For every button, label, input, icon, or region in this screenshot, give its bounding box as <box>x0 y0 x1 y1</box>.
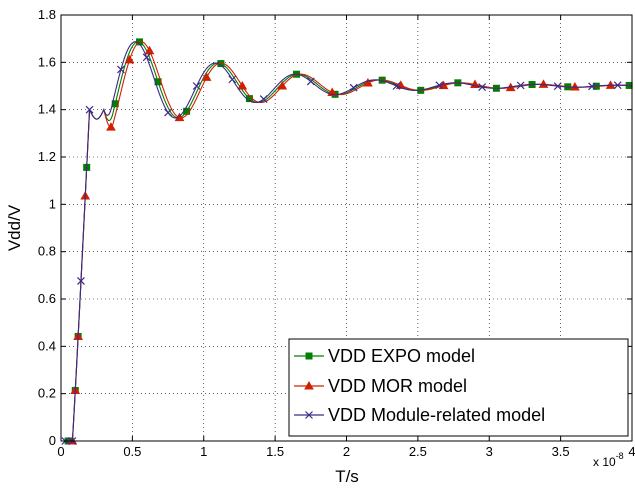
series-point <box>553 82 562 91</box>
y-tick-label: 1.4 <box>38 102 56 117</box>
legend-label: VDD EXPO model <box>328 346 475 366</box>
y-tick-label: 0.6 <box>38 291 56 306</box>
x-tick-label: 0 <box>57 444 64 459</box>
series-point <box>570 82 580 91</box>
y-tick-label: 1.8 <box>38 7 56 22</box>
series-line <box>61 41 633 442</box>
series-point <box>259 95 268 104</box>
series-point <box>306 77 315 86</box>
series-point <box>613 81 622 90</box>
x-tick-label: 3 <box>486 444 493 459</box>
series-point <box>363 78 373 87</box>
y-tick-label: 0.4 <box>38 338 56 353</box>
series-point <box>142 53 151 62</box>
x-multiplier-base: x 10 <box>593 455 616 469</box>
y-tick-label: 1.6 <box>38 54 56 69</box>
series-point <box>124 54 135 64</box>
y-tick-label: 1 <box>49 196 56 211</box>
series-point <box>237 80 248 90</box>
series-point <box>305 352 313 360</box>
series-point <box>201 72 212 81</box>
series-point <box>192 82 201 90</box>
x-multiplier-exponent: -8 <box>616 451 624 461</box>
series-point <box>305 411 313 419</box>
series-point <box>588 82 596 91</box>
series-point <box>106 122 116 131</box>
series-point <box>164 108 172 117</box>
x-tick-label: 2 <box>343 444 350 459</box>
series-point <box>516 81 525 90</box>
series-point <box>304 380 314 390</box>
legend-label: VDD MOR model <box>328 376 467 396</box>
x-tick-label: 2.5 <box>409 444 427 459</box>
x-multiplier: x 10-8 <box>593 451 624 469</box>
y-tick-label: 1.2 <box>38 149 56 164</box>
y-tick-label: 0 <box>49 433 56 448</box>
series-point <box>538 79 549 88</box>
y-tick-label: 0.8 <box>38 244 56 259</box>
series-point <box>277 80 288 90</box>
y-axis-title: Vdd/V <box>5 204 24 251</box>
series-point <box>117 65 125 74</box>
series-point <box>392 82 401 90</box>
series-point <box>349 83 358 92</box>
x-tick-label: 4 <box>628 444 635 459</box>
legend-label: VDD Module-related model <box>328 405 545 425</box>
y-tick-label: 0.2 <box>38 386 56 401</box>
x-axis-title: T/s <box>335 467 359 486</box>
series-layer <box>61 38 633 445</box>
series-point <box>228 75 237 84</box>
grid-lines <box>61 15 632 441</box>
series-2 <box>61 41 633 445</box>
x-tick-label: 0.5 <box>123 444 141 459</box>
legend-box <box>288 338 629 437</box>
series-point <box>77 277 85 285</box>
x-tick-label: 1.5 <box>266 444 284 459</box>
x-tick-label: 3.5 <box>552 444 570 459</box>
series-point <box>435 81 444 90</box>
legend: VDD EXPO model VDD MOR model VDD Module-re… <box>288 338 629 437</box>
x-tick-label: 1 <box>200 444 207 459</box>
series-point <box>478 83 487 92</box>
axis-ticks: 0 0.5 1 1.5 2 2.5 3 3.5 4 0 0.2 0.4 0.6 0.8 1 1.2 1.4 1.6… <box>38 7 635 459</box>
series-point <box>85 105 94 114</box>
